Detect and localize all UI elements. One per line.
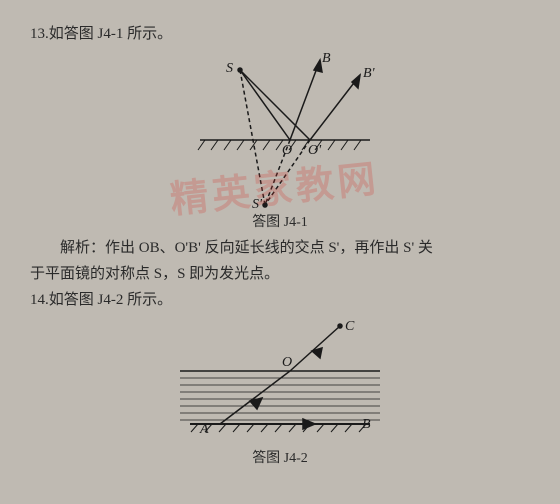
q14-title: 14.如答图 J4-2 所示。: [30, 288, 530, 312]
label-Bp: B': [363, 66, 376, 81]
q13-explain-2: 于平面镜的对称点 S，S 即为发光点。: [30, 262, 530, 286]
label-S: S: [226, 61, 233, 76]
q13-explain-1: 解析：作出 OB、O'B' 反向延长线的交点 S'，再作出 S' 关: [30, 236, 530, 260]
figure-j4-1: S B B' O O' S': [30, 50, 530, 210]
label-Sp: S': [252, 197, 263, 210]
label-A: A: [199, 422, 209, 437]
label-Op: O': [308, 143, 322, 158]
caption-j4-2: 答图 J4-2: [30, 448, 530, 470]
label-B: B: [322, 51, 331, 66]
figure-j4-2: C O A B: [30, 316, 530, 446]
label-C: C: [345, 319, 355, 334]
label-O: O: [282, 143, 292, 158]
caption-j4-1: 答图 J4-1: [30, 212, 530, 234]
label-O2: O: [282, 355, 292, 370]
label-B2: B: [362, 417, 371, 432]
q13-title: 13.如答图 J4-1 所示。: [30, 22, 530, 46]
